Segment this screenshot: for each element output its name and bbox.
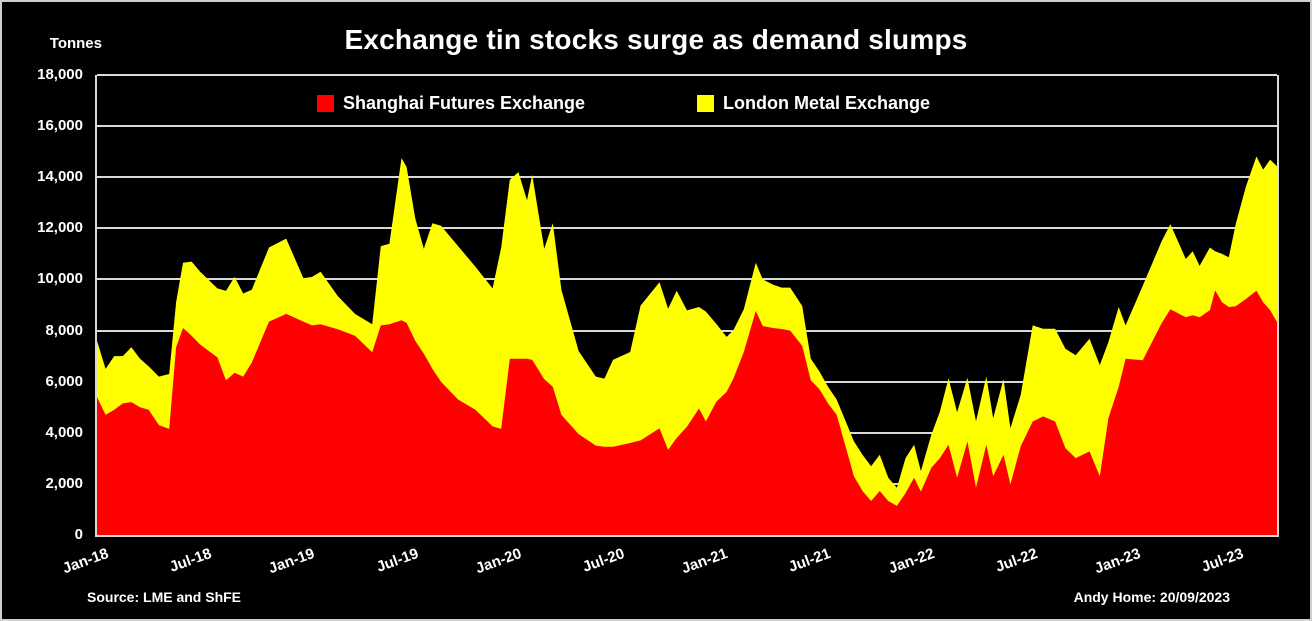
y-gridline [97,278,1277,281]
credit-note: Andy Home: 20/09/2023 [1073,589,1230,605]
legend-label-lme: London Metal Exchange [723,93,931,113]
y-axis-unit-label: Tonnes [49,35,102,52]
legend-item-shfe: Shanghai Futures Exchange [317,93,585,114]
y-tick-label: 12,000 [37,219,83,237]
x-tick-label: Jan-19 [266,545,318,578]
shfe-legend-swatch-icon [317,95,334,112]
y-gridline [97,125,1277,128]
x-tick-label: Jan-18 [60,545,111,578]
legend-label-shfe: Shanghai Futures Exchange [343,93,586,113]
x-tick-label: Jan-22 [886,545,937,578]
y-gridline [97,74,1277,76]
y-tick-label: 2,000 [45,474,83,492]
y-tick-label: 10,000 [37,270,83,288]
plot-area [95,74,1279,537]
y-tick-label: 18,000 [37,66,83,83]
y-tick-label: 16,000 [37,117,83,135]
lme-legend-swatch-icon [697,95,714,112]
shfe-area-series [97,290,1277,535]
x-tick-label: Jan-21 [679,545,731,578]
x-tick-label: Jul-19 [373,545,421,576]
stacked-area-series [97,156,1277,535]
y-tick-label: 8,000 [45,321,83,339]
y-gridline [97,227,1277,230]
chart-title: Exchange tin stocks surge as demand slum… [344,24,968,55]
x-tick-label: Jul-23 [1199,545,1247,576]
x-tick-label: Jan-20 [473,545,524,578]
x-axis-line [95,535,1279,537]
x-tick-label: Jul-18 [167,545,215,576]
y-gridline [97,176,1277,179]
y-axis-line [95,75,97,535]
x-tick-label: Jan-23 [1092,545,1143,578]
x-tick-label: Jul-21 [786,545,834,576]
x-tick-label: Jul-22 [993,545,1040,576]
plot-right-border [1277,75,1279,535]
y-tick-label: 6,000 [45,372,83,390]
x-tick-label: Jul-20 [580,545,627,576]
y-tick-label: 14,000 [37,168,83,186]
source-note: Source: LME and ShFE [87,589,242,605]
legend-item-lme: London Metal Exchange [697,93,930,114]
y-tick-label: 4,000 [45,423,83,441]
y-tick-label: 0 [74,526,83,543]
